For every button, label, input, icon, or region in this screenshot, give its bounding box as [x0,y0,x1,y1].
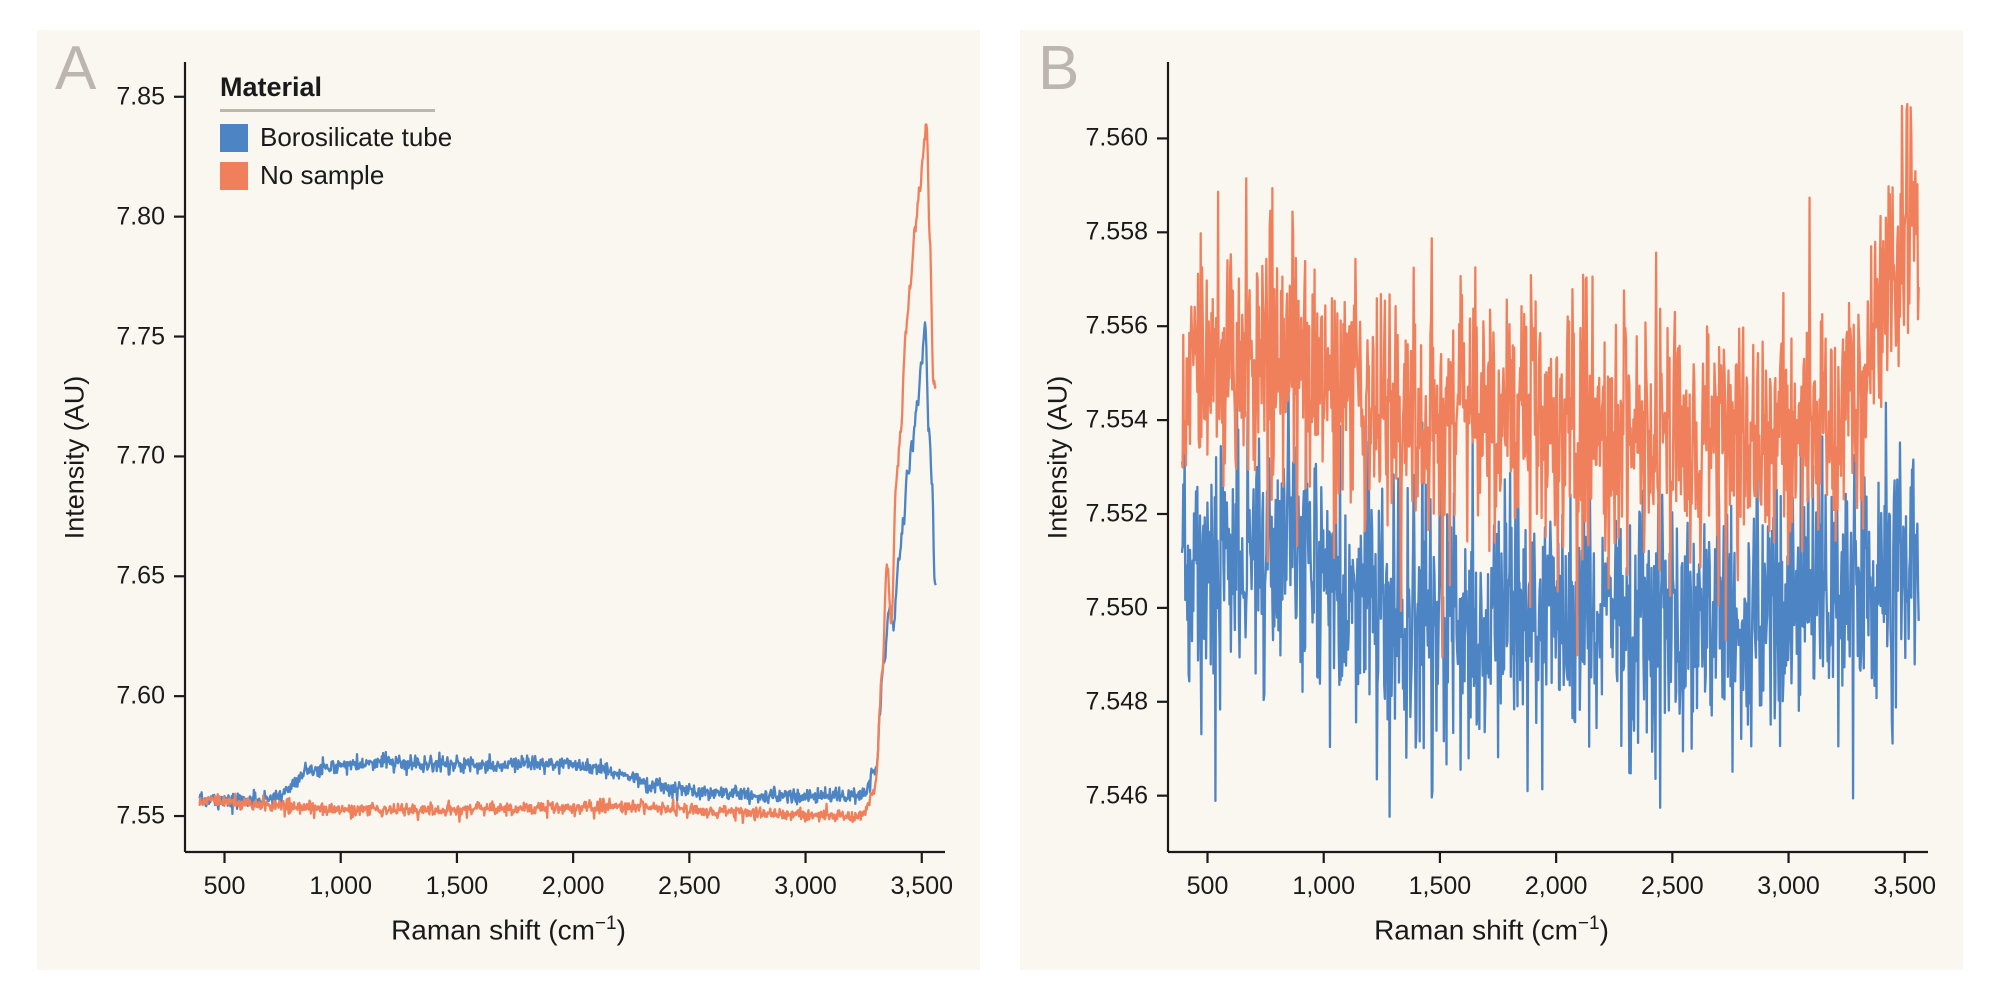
x-tick-label: 1,500 [425,872,489,900]
x-tick-label: 3,500 [1873,872,1937,900]
panel-a-x-axis-label-tail: ) [616,914,626,945]
x-tick-label: 500 [1186,872,1229,900]
x-tick-label: 500 [203,872,246,900]
panel-a-svg [174,62,945,863]
panel-a-letter: A [55,34,97,103]
panel-b-plot-area [1020,30,1963,970]
panel-b-x-axis-label-tail: ) [1599,914,1609,945]
panel-a-legend: Material Borosilicate tube No sample [220,72,453,198]
y-tick-label: 7.65 [116,561,165,590]
legend-swatch-no-sample [220,161,248,190]
x-tick-label: 3,000 [774,872,837,900]
series-line-no-sample [198,123,937,825]
panel-a: A Intensity (AU) Raman shift (cm−1) Mate… [37,30,980,970]
panel-a-legend-title: Material [220,72,323,102]
y-tick-label: 7.552 [1085,499,1148,528]
panel-b-x-axis-label-main: Raman shift (cm [1374,914,1578,945]
panel-a-plot-area [37,30,980,970]
y-tick-label: 7.80 [116,202,165,231]
y-tick-label: 7.60 [116,681,165,710]
series-line-black-foil [1180,102,1920,659]
y-tick-label: 7.70 [116,441,165,470]
panel-b-x-axis-label: Raman shift (cm−1) [1020,913,1963,946]
y-tick-label: 7.550 [1085,593,1148,622]
series-line-borosilicate-tube [198,321,937,816]
panel-a-x-axis-label: Raman shift (cm−1) [37,913,980,946]
panel-b: B Intensity (AU) Raman shift (cm−1) Mate… [1020,30,1963,970]
x-tick-label: 2,000 [541,872,605,900]
legend-label: No sample [260,160,385,190]
legend-item[interactable]: Borosilicate tube [220,122,453,153]
y-tick-label: 7.85 [116,82,165,111]
series-line-stainless-steel [1180,360,1920,818]
legend-swatch-borosilicate [220,123,248,152]
y-tick-label: 7.556 [1085,311,1148,340]
panel-a-x-axis-label-exponent: −1 [594,912,617,934]
x-tick-label: 1,000 [1292,872,1355,900]
x-tick-label: 3,000 [1757,872,1820,900]
x-tick-label: 2,500 [658,872,721,900]
x-tick-label: 1,500 [1408,872,1472,900]
panel-b-x-axis-label-exponent: −1 [1577,912,1600,934]
panel-b-letter: B [1038,34,1080,103]
y-tick-label: 7.554 [1085,405,1148,434]
panel-a-x-axis-label-main: Raman shift (cm [391,914,595,945]
legend-item[interactable]: No sample [220,160,450,191]
panel-a-legend-divider [220,109,435,112]
y-tick-label: 7.560 [1085,123,1148,152]
x-tick-label: 1,000 [309,872,372,900]
y-tick-label: 7.75 [116,322,165,351]
y-tick-label: 7.546 [1085,781,1148,810]
x-tick-label: 2,000 [1524,872,1588,900]
x-tick-label: 3,500 [890,872,954,900]
x-tick-label: 2,500 [1641,872,1704,900]
y-tick-label: 7.548 [1085,687,1148,716]
panel-b-svg [1157,62,1928,863]
legend-label: Borosilicate tube [260,122,453,152]
y-tick-label: 7.55 [116,801,165,830]
y-tick-label: 7.558 [1085,217,1148,246]
